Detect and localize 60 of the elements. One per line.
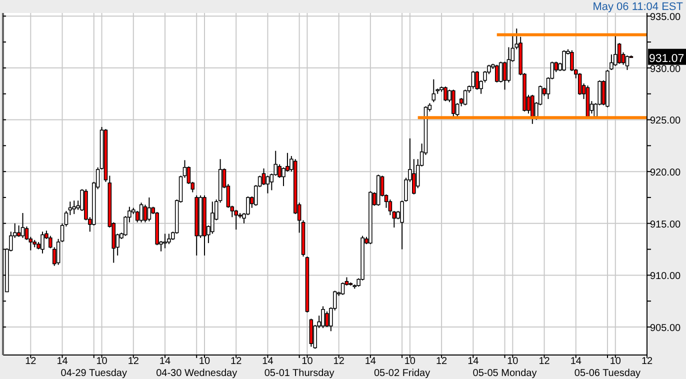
x-tick-label: 14	[468, 356, 480, 367]
candlestick	[475, 70, 479, 90]
x-tick-label: 05-02 Friday	[374, 368, 430, 379]
x-tick-label: 10	[507, 356, 519, 367]
chart-subtitle: May 06 11:04 EST	[592, 1, 684, 13]
candlestick	[167, 233, 171, 245]
candlestick	[625, 54, 630, 70]
x-tick-label: 05-06 Tuesday	[574, 368, 641, 379]
candlestick	[340, 282, 345, 296]
y-tick-label: 935.00	[650, 12, 682, 24]
y-tick-label: 920.00	[650, 168, 682, 179]
x-tick-label: 05-05 Monday	[472, 368, 537, 379]
candlestick	[266, 175, 270, 194]
x-tick-label: 12	[538, 356, 550, 367]
candlestick	[498, 61, 503, 83]
x-tick-label: 12	[230, 356, 242, 367]
candlestick	[444, 86, 448, 102]
candlestick	[463, 89, 468, 106]
x-tick-label: 12	[436, 356, 448, 367]
x-tick-label: 14	[262, 356, 274, 367]
candlestick	[325, 310, 329, 328]
candlestick	[147, 196, 152, 222]
candlestick	[452, 89, 456, 118]
x-tick-label: 14	[570, 356, 582, 367]
y-tick-label: 915.00	[650, 219, 682, 230]
x-tick-label: 10	[610, 356, 622, 367]
candlestick	[234, 209, 238, 230]
x-tick-label: 10	[404, 356, 416, 367]
y-tick-label: 910.00	[650, 271, 682, 282]
annotation: 931.07	[649, 52, 684, 65]
x-tick-label: 04-29 Tuesday	[60, 368, 127, 379]
x-tick-label: 12	[641, 356, 653, 367]
x-tick-label: 12	[128, 356, 140, 367]
x-tick-label: 10	[96, 356, 108, 367]
x-tick-label: 04-30 Wednesday	[156, 368, 238, 379]
candlestick	[72, 200, 76, 215]
candlestick	[40, 231, 44, 254]
x-tick-label: 05-01 Thursday	[264, 368, 334, 379]
x-tick-label: 14	[159, 356, 171, 367]
candlestick	[502, 61, 507, 90]
x-tick-label: 12	[333, 356, 345, 367]
candlestick	[432, 78, 436, 103]
candlestick	[494, 64, 499, 83]
candlestick	[562, 50, 566, 72]
y-tick-label: 930.00	[650, 64, 682, 75]
candlestick	[163, 233, 167, 249]
y-tick-label: 905.00	[650, 323, 682, 334]
candlestick	[139, 202, 144, 223]
y-tick-label: 925.00	[650, 116, 682, 127]
x-tick-label: 14	[364, 356, 376, 367]
candlestick	[321, 306, 325, 329]
x-tick-label: 14	[56, 356, 68, 367]
candlestick	[578, 72, 582, 96]
candlestick	[309, 318, 314, 348]
candlestick	[20, 212, 25, 238]
candlestick	[530, 94, 534, 124]
x-tick-label: 12	[25, 356, 37, 367]
x-tick-label: 10	[302, 356, 314, 367]
candlestick	[471, 70, 476, 90]
x-tick-label: 10	[198, 356, 210, 367]
